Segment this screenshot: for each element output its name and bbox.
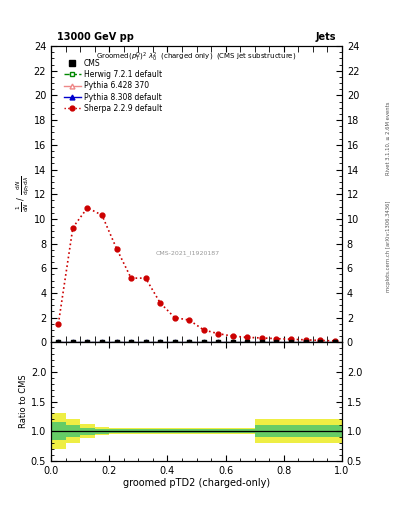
Text: Jets: Jets (316, 32, 336, 41)
Text: mcplots.cern.ch [arXiv:1306.3436]: mcplots.cern.ch [arXiv:1306.3436] (386, 200, 391, 291)
Text: Rivet 3.1.10, ≥ 2.6M events: Rivet 3.1.10, ≥ 2.6M events (386, 101, 391, 175)
Text: 13000 GeV pp: 13000 GeV pp (57, 32, 134, 41)
Y-axis label: $\frac{1}{\mathrm{d}N}$ / $\frac{\mathrm{d}N}{\mathrm{d}p_T \mathrm{d}\lambda}$: $\frac{1}{\mathrm{d}N}$ / $\frac{\mathrm… (15, 176, 32, 212)
Y-axis label: Ratio to CMS: Ratio to CMS (19, 375, 28, 429)
Text: Groomed$(p_T^D)^2$ $\lambda_0^2$  (charged only)  (CMS jet substructure): Groomed$(p_T^D)^2$ $\lambda_0^2$ (charge… (96, 51, 297, 64)
Text: CMS-2021_I1920187: CMS-2021_I1920187 (156, 250, 220, 257)
Legend: CMS, Herwig 7.2.1 default, Pythia 6.428 370, Pythia 8.308 default, Sherpa 2.2.9 : CMS, Herwig 7.2.1 default, Pythia 6.428 … (61, 56, 165, 116)
X-axis label: groomed pTD2 (charged-only): groomed pTD2 (charged-only) (123, 478, 270, 488)
